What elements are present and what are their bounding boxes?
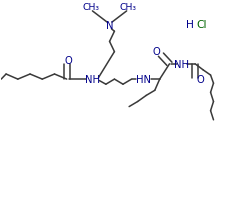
Text: N: N xyxy=(106,21,113,31)
Text: NH: NH xyxy=(174,60,189,70)
Text: O: O xyxy=(197,75,204,85)
Text: H: H xyxy=(186,20,194,30)
Text: O: O xyxy=(153,47,160,57)
Text: Cl: Cl xyxy=(196,20,207,30)
Text: HN: HN xyxy=(136,75,151,85)
Text: CH₃: CH₃ xyxy=(83,3,100,12)
Text: CH₃: CH₃ xyxy=(119,3,136,12)
Text: O: O xyxy=(64,56,72,66)
Text: NH: NH xyxy=(85,75,100,85)
